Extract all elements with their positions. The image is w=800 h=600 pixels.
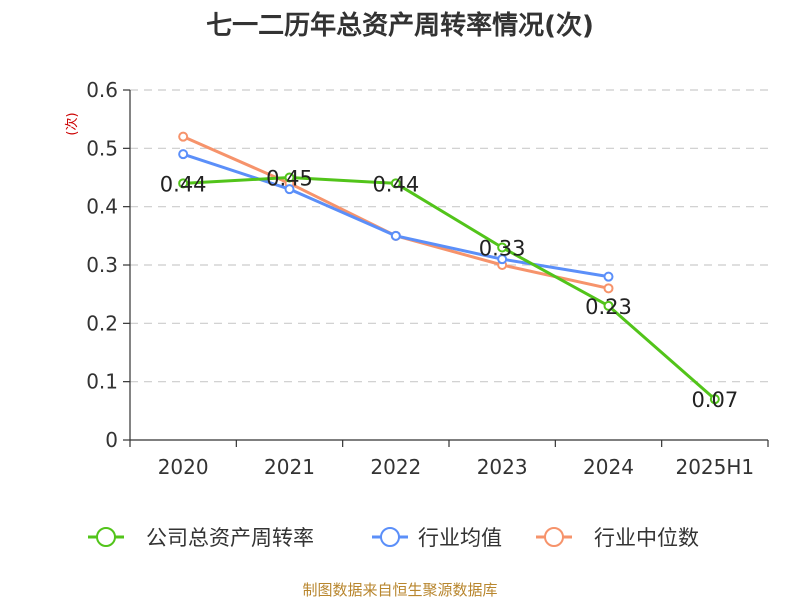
grid-layer [130, 89, 768, 383]
legend: 公司总资产周转率 行业均值 行业中位数 [88, 526, 699, 550]
data-point [390, 178, 401, 189]
data-point [178, 178, 189, 189]
x-tick-label: 2021 [264, 455, 315, 479]
data-label: 0.44 [160, 172, 207, 196]
legend-label: 行业均值 [418, 526, 502, 550]
y-axis-label: (次) [64, 112, 80, 135]
data-point [497, 254, 508, 265]
y-tick-label: 0.3 [86, 253, 118, 277]
data-point [178, 149, 189, 160]
data-point [709, 394, 720, 405]
y-tick-label: 0.6 [86, 78, 118, 102]
y-tick-label: 0.1 [86, 370, 118, 394]
y-tick-label: 0.2 [86, 311, 118, 335]
series-layer [178, 131, 720, 405]
x-tick-label: 2020 [158, 455, 209, 479]
legend-swatch-marker [544, 527, 564, 547]
data-point [284, 184, 295, 195]
data-label: 0.23 [585, 295, 632, 319]
legend-item-2: 行业中位数 [536, 526, 699, 550]
legend-swatch-marker [96, 527, 116, 547]
x-tick-label: 2022 [370, 455, 421, 479]
x-tick-label: 2025H1 [675, 455, 754, 479]
data-point [603, 283, 614, 294]
data-label: 0.33 [479, 237, 526, 261]
axis-layer: 0 0.1 0.2 0.3 0.4 0.5 0.6 2020 2021 2022 2023 2024 2… [86, 78, 769, 479]
data-point [603, 300, 614, 311]
data-label-layer: 0.44 0.45 0.44 0.33 0.23 0.07 [160, 167, 738, 413]
legend-label: 行业中位数 [594, 526, 699, 550]
source-note: 制图数据来自恒生聚源数据库 [302, 581, 497, 599]
data-point [284, 172, 295, 183]
legend-swatch-marker [380, 527, 400, 547]
data-point [178, 131, 189, 142]
data-point [603, 271, 614, 282]
y-tick-label: 0.5 [86, 136, 118, 160]
x-tick-label: 2023 [477, 455, 528, 479]
legend-label: 公司总资产周转率 [146, 526, 314, 550]
x-tick-label: 2024 [583, 455, 634, 479]
y-tick-label: 0 [105, 428, 118, 452]
data-label: 0.45 [266, 167, 313, 191]
data-label: 0.44 [372, 172, 419, 196]
legend-item-1: 行业均值 [372, 526, 502, 550]
data-point [497, 242, 508, 253]
chart-title: 七一二历年总资产周转率情况(次) [206, 10, 594, 41]
data-label: 0.07 [691, 388, 738, 412]
y-tick-label: 0.4 [86, 195, 118, 219]
legend-item-0: 公司总资产周转率 [88, 526, 314, 550]
data-point [390, 230, 401, 241]
series-line-0 [183, 176, 716, 401]
